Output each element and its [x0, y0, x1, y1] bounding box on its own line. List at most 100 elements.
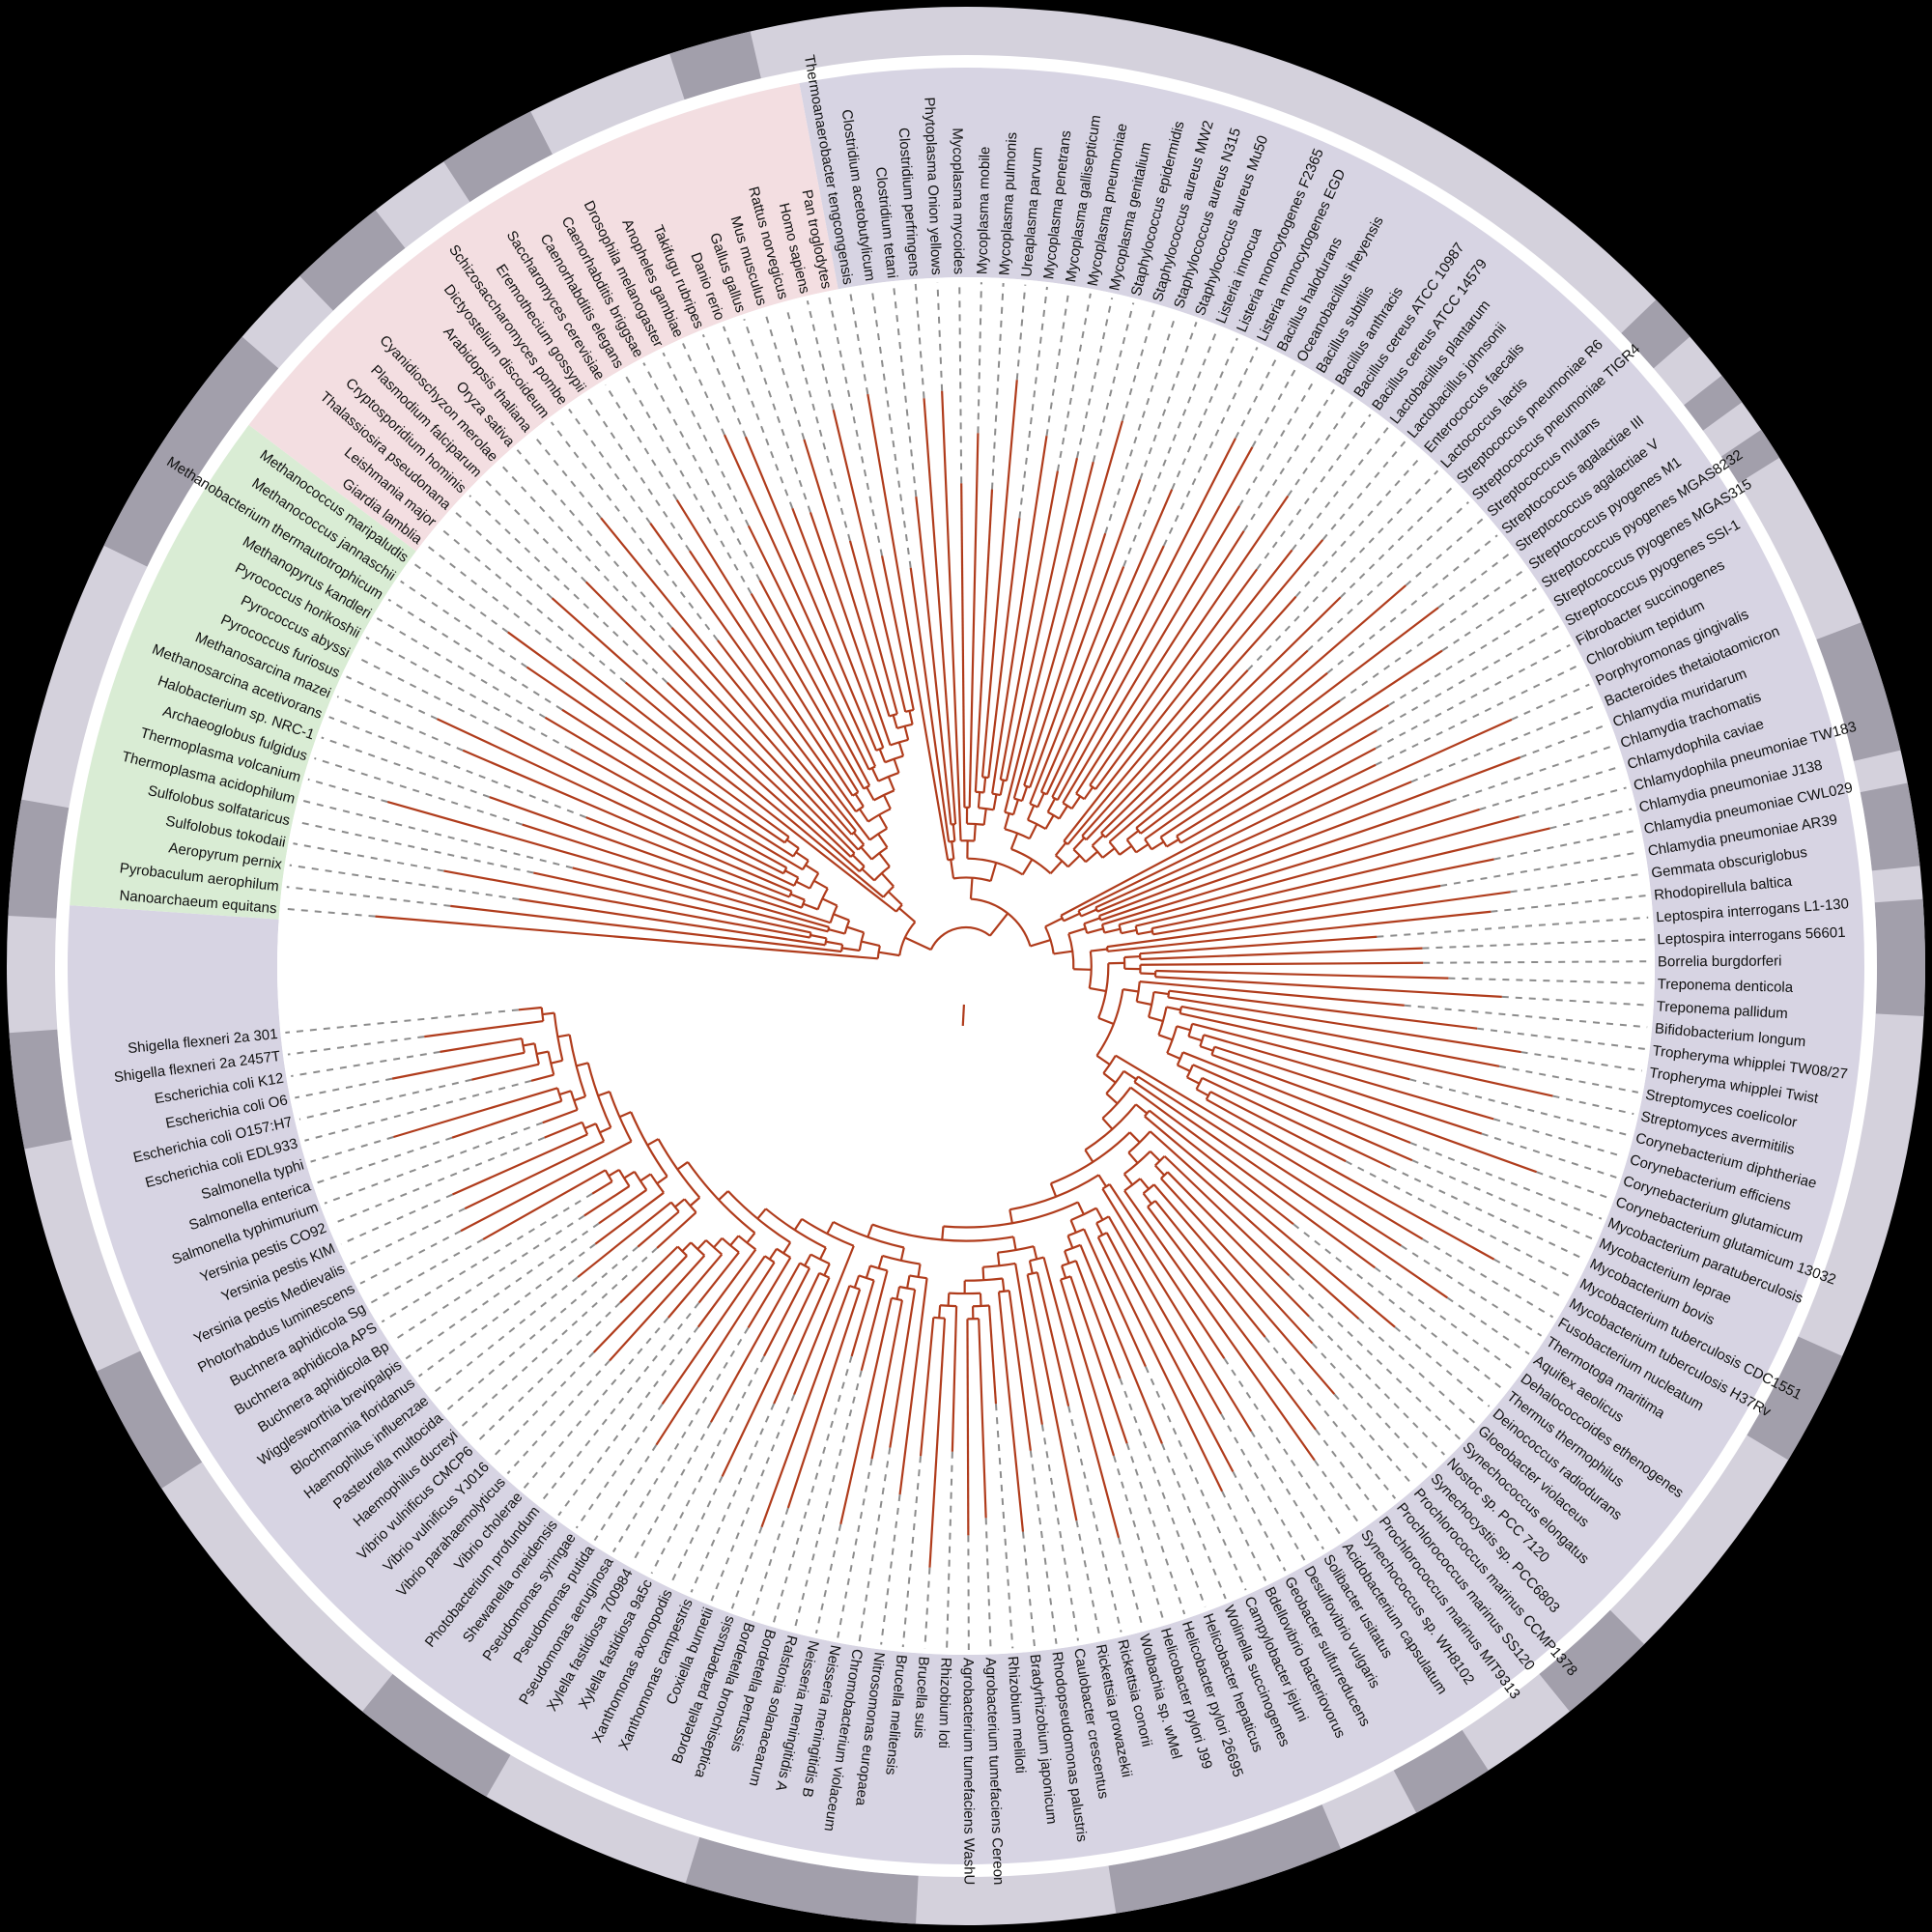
tree-arc	[630, 1111, 668, 1178]
tree-branch-leaf	[928, 1318, 947, 1568]
tree-branch	[1196, 1088, 1209, 1097]
tree-branch-leaf	[832, 410, 907, 713]
tree-arc	[871, 1223, 1014, 1242]
tree-branch	[825, 940, 843, 946]
tree-branch-leaf	[1029, 566, 1125, 805]
tree-branch-leaf	[1179, 1011, 1553, 1097]
tree-branch-leaf	[793, 1245, 855, 1396]
leaf-connector	[1171, 337, 1238, 491]
tree-branch-leaf	[1106, 891, 1511, 949]
leaf-connector	[484, 478, 587, 583]
leaf-connector	[289, 864, 520, 901]
tree-branch-leaf	[747, 525, 870, 771]
leaf-connector	[984, 1518, 992, 1650]
tree-branch-leaf	[1137, 1075, 1403, 1247]
leaf-connector	[1409, 1078, 1630, 1137]
tree-arc	[687, 1161, 756, 1235]
tree-arc	[929, 925, 991, 951]
tree-branch	[841, 947, 860, 952]
leaf-connector	[611, 1326, 750, 1553]
tree-branch	[821, 897, 838, 907]
leaf-connector	[1223, 1357, 1344, 1538]
tree-branch-leaf	[518, 1006, 542, 1011]
tree-branch	[828, 928, 845, 935]
leaf-connector	[491, 1351, 595, 1460]
tree-arc	[898, 921, 917, 956]
tree-branch-leaf	[637, 1210, 680, 1248]
leaf-connector	[381, 1192, 593, 1323]
tree-branch-leaf	[1135, 827, 1550, 927]
tree-branch-leaf	[584, 581, 856, 855]
tree-branch-leaf	[1169, 989, 1478, 1030]
tree-branch	[1150, 1151, 1161, 1162]
tree-arc	[690, 1241, 706, 1257]
tree-branch-leaf	[1101, 808, 1480, 926]
leaf-connector	[1250, 1431, 1324, 1550]
tree-branch	[523, 1042, 535, 1047]
tree-branch-leaf	[1123, 1189, 1316, 1462]
tree-branch	[1153, 990, 1169, 996]
tree-branch	[1122, 988, 1139, 993]
tree-branch	[1084, 1149, 1094, 1163]
tree-branch-leaf	[721, 1272, 821, 1477]
tree-branch-leaf	[1008, 1290, 1032, 1451]
tree-branch-leaf	[758, 580, 871, 786]
tree-arc	[843, 920, 851, 934]
outer-ring-segment	[299, 210, 406, 311]
tree-branch-leaf	[688, 550, 854, 797]
tree-branch-leaf	[577, 1201, 672, 1278]
tree-arc	[858, 1274, 874, 1282]
outer-ring-segment	[97, 1350, 203, 1489]
tree-branch	[1058, 805, 1068, 820]
taxon-label: Brucella suis	[911, 1656, 932, 1739]
tree-arc	[1010, 847, 1052, 875]
tree-branch-leaf	[1159, 649, 1443, 838]
leaf-connector	[1404, 1004, 1648, 1029]
tree-arc	[1097, 915, 1102, 921]
outer-ring-segment	[1539, 1609, 1645, 1712]
tree-branch-leaf	[1213, 1045, 1483, 1135]
leaf-connector	[837, 1458, 873, 1638]
tree-branch	[1139, 1178, 1151, 1190]
tree-branch	[696, 1239, 707, 1250]
leaf-connector	[1389, 1166, 1585, 1261]
leaf-connector	[958, 282, 963, 484]
tree-branch	[1004, 812, 1010, 830]
tree-branch	[867, 1224, 874, 1238]
tree-branch	[618, 1111, 632, 1119]
tree-branch	[870, 767, 880, 782]
tree-branch	[893, 758, 900, 774]
tree-arc	[905, 708, 914, 713]
tree-branch	[973, 823, 977, 841]
leaf-connector	[1307, 501, 1469, 652]
tree-branch	[1151, 840, 1165, 851]
tree-branch	[904, 936, 932, 952]
tree-branch	[1101, 847, 1116, 859]
tree-branch-leaf	[375, 915, 878, 960]
tree-branch	[1122, 1173, 1134, 1186]
tree-branch	[992, 794, 998, 810]
tree-branch-leaf	[386, 801, 830, 928]
tree-branch	[1095, 1054, 1111, 1065]
tree-branch	[597, 1091, 611, 1097]
leaf-connector	[730, 1526, 763, 1609]
tree-branch-leaf	[1151, 858, 1494, 930]
tree-arc	[933, 1316, 946, 1320]
tree-branch-leaf	[848, 540, 898, 715]
outer-ring-segment	[9, 1029, 72, 1150]
tree-arc	[1101, 1183, 1111, 1190]
tree-branch-leaf	[697, 1251, 740, 1304]
tree-branch-leaf	[1100, 800, 1451, 922]
tree-branch	[938, 1305, 942, 1319]
leaf-connector	[593, 1444, 658, 1542]
tree-branch-leaf	[649, 523, 857, 812]
leaf-connector	[1119, 1378, 1207, 1607]
tree-arc	[726, 1190, 791, 1244]
tree-branch	[713, 1237, 724, 1249]
tree-branch-leaf	[1203, 1034, 1494, 1121]
tree-branch-leaf	[499, 728, 784, 875]
tree-branch	[989, 912, 1009, 937]
tree-branch-leaf	[919, 1317, 935, 1457]
leaf-connector	[418, 1242, 596, 1378]
tree-branch	[887, 891, 903, 906]
